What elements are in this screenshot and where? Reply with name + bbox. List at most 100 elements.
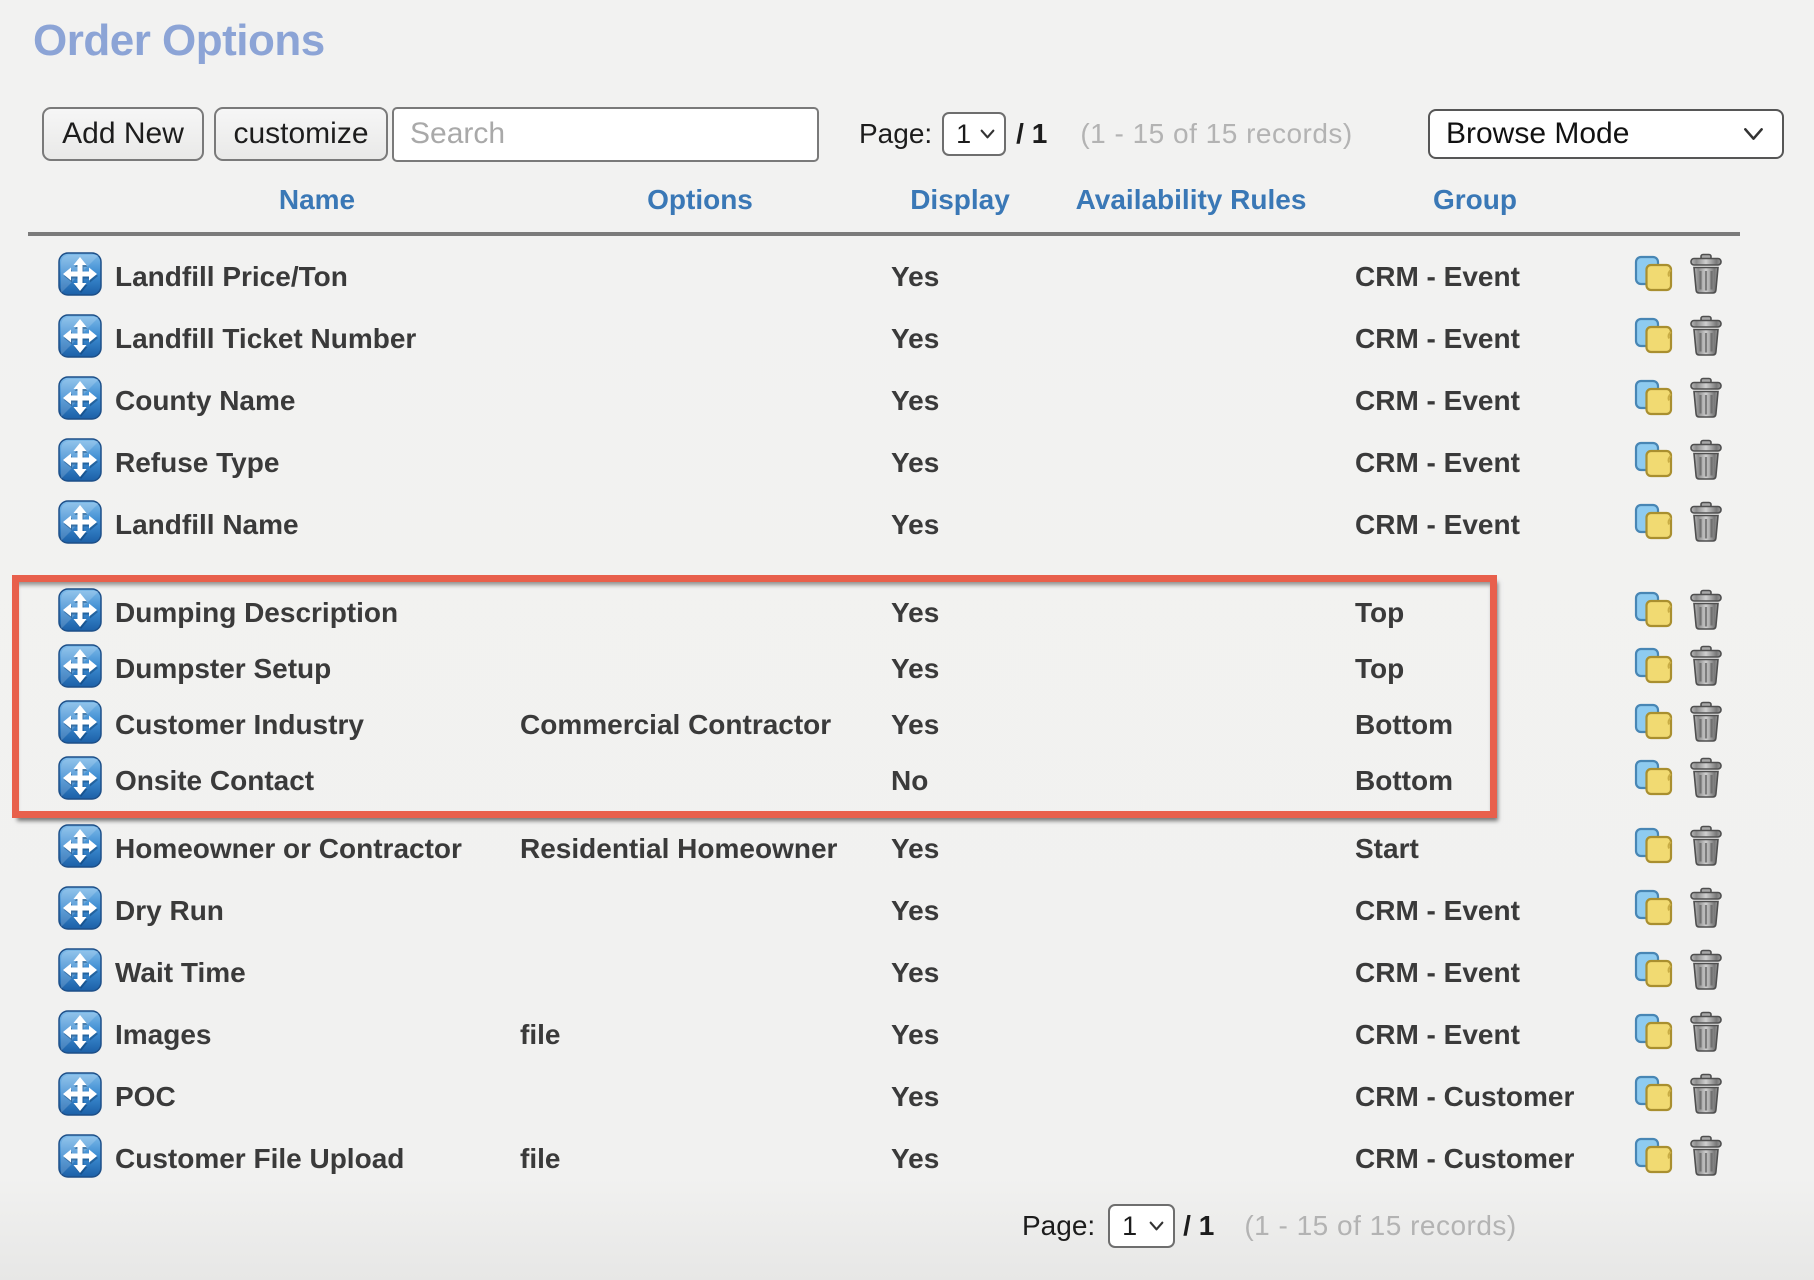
trash-icon[interactable] <box>1689 589 1723 631</box>
option-options: file <box>520 1019 561 1050</box>
option-display: Yes <box>891 261 940 292</box>
column-header-group[interactable]: Group <box>1433 184 1517 215</box>
trash-icon[interactable] <box>1689 501 1723 543</box>
trash-icon[interactable] <box>1689 1135 1723 1177</box>
option-display: Yes <box>891 1143 940 1174</box>
copy-icon[interactable] <box>1633 254 1675 294</box>
move-icon[interactable] <box>58 643 102 688</box>
add-new-button[interactable]: Add New <box>42 107 204 161</box>
option-group: Bottom <box>1355 709 1453 740</box>
option-name: Dumpster Setup <box>115 653 332 684</box>
move-icon[interactable] <box>58 947 102 992</box>
option-name: Landfill Ticket Number <box>115 323 417 354</box>
move-icon[interactable] <box>58 499 102 544</box>
copy-icon[interactable] <box>1633 316 1675 356</box>
move-icon[interactable] <box>58 437 102 482</box>
trash-icon[interactable] <box>1689 1073 1723 1115</box>
trash-icon[interactable] <box>1689 315 1723 357</box>
option-name: Landfill Name <box>115 509 299 540</box>
option-group: Top <box>1355 653 1405 684</box>
column-header-display[interactable]: Display <box>910 184 1010 215</box>
option-group: Top <box>1355 597 1405 628</box>
column-header-name[interactable]: Name <box>278 184 356 215</box>
trash-icon[interactable] <box>1689 645 1723 687</box>
move-icon[interactable] <box>58 587 102 632</box>
option-name: Wait Time <box>115 957 246 988</box>
trash-icon[interactable] <box>1689 825 1723 867</box>
toolbar: Add New customize Page: 1 / 1 (1 - 15 of… <box>42 106 1784 162</box>
move-icon[interactable] <box>58 251 102 296</box>
option-group: CRM - Event <box>1355 1019 1520 1050</box>
option-name: Images <box>115 1019 212 1050</box>
copy-icon[interactable] <box>1633 950 1675 990</box>
option-display: Yes <box>891 323 940 354</box>
browse-mode-value: Browse Mode <box>1446 117 1630 150</box>
option-display: Yes <box>891 833 940 864</box>
option-group: CRM - Customer <box>1355 1081 1575 1112</box>
column-header-options[interactable]: Options <box>647 184 753 215</box>
trash-icon[interactable] <box>1689 949 1723 991</box>
table-row: Dumpster Setup Yes Top <box>0 641 1814 697</box>
move-icon[interactable] <box>58 375 102 420</box>
copy-icon[interactable] <box>1633 1012 1675 1052</box>
copy-icon[interactable] <box>1633 1074 1675 1114</box>
table-row: Customer File Upload file Yes CRM - Cust… <box>0 1128 1814 1190</box>
table-row: Customer Industry Commercial Contractor … <box>0 697 1814 753</box>
page-label: Page: <box>1022 1210 1096 1241</box>
move-icon[interactable] <box>58 1071 102 1116</box>
option-name: Refuse Type <box>115 447 280 478</box>
page-number-select[interactable]: 1 <box>942 112 1007 156</box>
page-number-value: 1 <box>956 118 972 149</box>
option-display: Yes <box>891 597 940 628</box>
trash-icon[interactable] <box>1689 439 1723 481</box>
option-options: file <box>520 1143 561 1174</box>
option-name: POC <box>115 1081 176 1112</box>
option-display: Yes <box>891 653 940 684</box>
table-row: Landfill Ticket Number Yes CRM - Event <box>0 308 1814 370</box>
trash-icon[interactable] <box>1689 701 1723 743</box>
option-group: CRM - Event <box>1355 447 1520 478</box>
browse-mode-select[interactable]: Browse Mode <box>1428 109 1784 159</box>
trash-icon[interactable] <box>1689 1011 1723 1053</box>
copy-icon[interactable] <box>1633 826 1675 866</box>
copy-icon[interactable] <box>1633 502 1675 542</box>
search-input[interactable] <box>392 106 819 162</box>
copy-icon[interactable] <box>1633 590 1675 630</box>
option-group: CRM - Event <box>1355 385 1520 416</box>
customize-button[interactable]: customize <box>214 107 388 161</box>
move-icon[interactable] <box>58 1133 102 1178</box>
option-display: Yes <box>891 957 940 988</box>
move-icon[interactable] <box>58 885 102 930</box>
copy-icon[interactable] <box>1633 702 1675 742</box>
move-icon[interactable] <box>58 755 102 800</box>
highlighted-rows-group: Dumping Description Yes Top <box>0 575 1814 818</box>
copy-icon[interactable] <box>1633 440 1675 480</box>
table-row: Homeowner or Contractor Residential Home… <box>0 818 1814 880</box>
copy-icon[interactable] <box>1633 758 1675 798</box>
chevron-down-icon <box>980 129 995 139</box>
page-number-select[interactable]: 1 <box>1108 1204 1176 1248</box>
trash-icon[interactable] <box>1689 253 1723 295</box>
copy-icon[interactable] <box>1633 888 1675 928</box>
trash-icon[interactable] <box>1689 377 1723 419</box>
column-header-availability-rules[interactable]: Availability Rules <box>1075 184 1307 215</box>
table-row: County Name Yes CRM - Event <box>0 370 1814 432</box>
option-group: Bottom <box>1355 765 1453 796</box>
copy-icon[interactable] <box>1633 1136 1675 1176</box>
copy-icon[interactable] <box>1633 646 1675 686</box>
move-icon[interactable] <box>58 313 102 358</box>
move-icon[interactable] <box>58 823 102 868</box>
option-name: Customer Industry <box>115 709 364 740</box>
chevron-down-icon <box>1149 1221 1164 1231</box>
move-icon[interactable] <box>58 1009 102 1054</box>
page-total: / 1 <box>1016 118 1048 149</box>
trash-icon[interactable] <box>1689 757 1723 799</box>
trash-icon[interactable] <box>1689 887 1723 929</box>
option-name: Landfill Price/Ton <box>115 261 348 292</box>
table-row: Images file Yes CRM - Event <box>0 1004 1814 1066</box>
records-count: (1 - 15 of 15 records) <box>1244 1210 1517 1241</box>
page-number-value: 1 <box>1122 1210 1138 1241</box>
option-options: Commercial Contractor <box>520 709 832 740</box>
copy-icon[interactable] <box>1633 378 1675 418</box>
move-icon[interactable] <box>58 699 102 744</box>
